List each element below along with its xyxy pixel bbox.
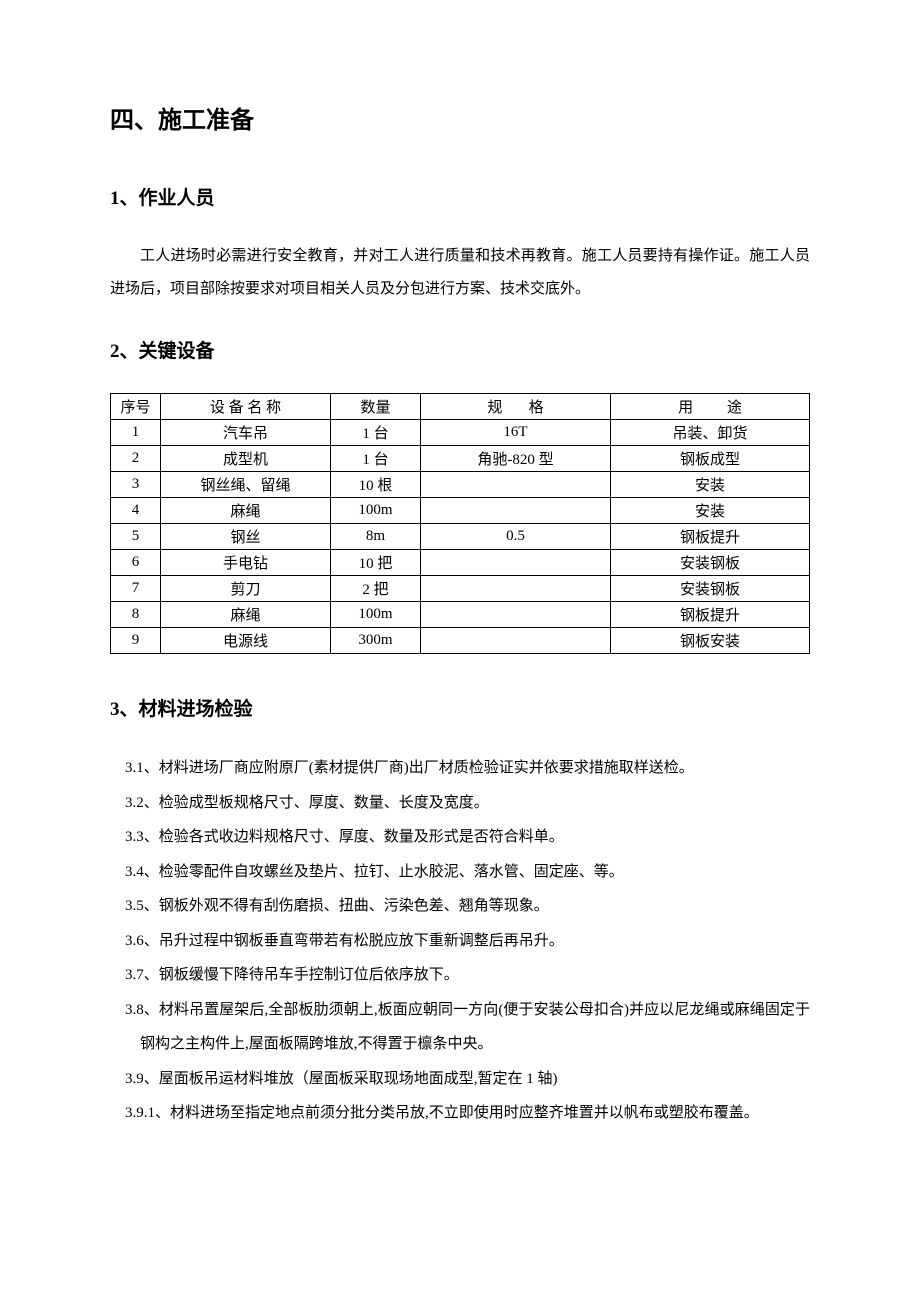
table-cell-seq: 6 (111, 550, 161, 576)
table-cell-seq: 3 (111, 472, 161, 498)
th-use: 用 途 (611, 394, 810, 420)
equipment-table: 序号 设 备 名 称 数量 规 格 用 途 1汽车吊1 台16T吊装、卸货2成型… (110, 393, 810, 654)
table-cell-qty: 8m (331, 524, 421, 550)
table-cell-spec (421, 498, 611, 524)
table-row: 2成型机1 台角驰-820 型钢板成型 (111, 446, 810, 472)
subsection-1-content: 工人进场时必需进行安全教育，并对工人进行质量和技术再教育。施工人员要持有操作证。… (110, 240, 810, 306)
table-cell-spec: 角驰-820 型 (421, 446, 611, 472)
list-item: 3.4、检验零配件自攻螺丝及垫片、拉钉、止水胶泥、落水管、固定座、等。 (125, 855, 810, 890)
table-cell-use: 钢板成型 (611, 446, 810, 472)
table-cell-seq: 7 (111, 576, 161, 602)
table-cell-seq: 9 (111, 628, 161, 654)
list-item: 3.2、检验成型板规格尺寸、厚度、数量、长度及宽度。 (125, 786, 810, 821)
list-item: 3.5、钢板外观不得有刮伤磨损、扭曲、污染色差、翘角等现象。 (125, 889, 810, 924)
th-name: 设 备 名 称 (161, 394, 331, 420)
table-cell-name: 电源线 (161, 628, 331, 654)
table-cell-seq: 8 (111, 602, 161, 628)
subsection-3-title: 3、材料进场检验 (110, 694, 810, 721)
table-cell-seq: 4 (111, 498, 161, 524)
table-cell-seq: 5 (111, 524, 161, 550)
table-cell-spec (421, 472, 611, 498)
list-item: 3.7、钢板缓慢下降待吊车手控制订位后依序放下。 (125, 958, 810, 993)
th-spec: 规 格 (421, 394, 611, 420)
table-cell-spec (421, 576, 611, 602)
table-row: 1汽车吊1 台16T吊装、卸货 (111, 420, 810, 446)
list-item: 3.3、检验各式收边料规格尺寸、厚度、数量及形式是否符合料单。 (125, 820, 810, 855)
list-item: 3.8、材料吊置屋架后,全部板肋须朝上,板面应朝同一方向(便于安装公母扣合)并应… (125, 993, 810, 1062)
table-cell-qty: 2 把 (331, 576, 421, 602)
inspection-list: 3.1、材料进场厂商应附原厂(素材提供厂商)出厂材质检验证实并依要求措施取样送检… (110, 751, 810, 1131)
table-cell-qty: 10 把 (331, 550, 421, 576)
table-cell-use: 钢板提升 (611, 602, 810, 628)
table-cell-seq: 2 (111, 446, 161, 472)
table-row: 5钢丝8m0.5钢板提升 (111, 524, 810, 550)
table-cell-use: 安装钢板 (611, 576, 810, 602)
table-cell-name: 麻绳 (161, 498, 331, 524)
section-title: 四、施工准备 (110, 100, 810, 135)
table-cell-name: 成型机 (161, 446, 331, 472)
table-cell-name: 手电钻 (161, 550, 331, 576)
table-cell-name: 汽车吊 (161, 420, 331, 446)
table-cell-name: 钢丝 (161, 524, 331, 550)
table-cell-seq: 1 (111, 420, 161, 446)
table-row: 3钢丝绳、留绳10 根 安装 (111, 472, 810, 498)
table-cell-use: 钢板提升 (611, 524, 810, 550)
list-item: 3.1、材料进场厂商应附原厂(素材提供厂商)出厂材质检验证实并依要求措施取样送检… (125, 751, 810, 786)
table-row: 7剪刀2 把 安装钢板 (111, 576, 810, 602)
subsection-2-title: 2、关键设备 (110, 336, 810, 363)
table-cell-use: 吊装、卸货 (611, 420, 810, 446)
table-row: 9电源线300m 钢板安装 (111, 628, 810, 654)
table-cell-qty: 1 台 (331, 446, 421, 472)
table-row: 8麻绳100m 钢板提升 (111, 602, 810, 628)
table-cell-name: 麻绳 (161, 602, 331, 628)
subsection-1-title: 1、作业人员 (110, 183, 810, 210)
table-row: 4麻绳100m 安装 (111, 498, 810, 524)
table-cell-spec: 0.5 (421, 524, 611, 550)
list-item: 3.9、屋面板吊运材料堆放（屋面板采取现场地面成型,暂定在 1 轴) (125, 1062, 810, 1097)
table-cell-qty: 10 根 (331, 472, 421, 498)
list-item: 3.9.1、材料进场至指定地点前须分批分类吊放,不立即使用时应整齐堆置并以帆布或… (125, 1096, 810, 1131)
table-cell-spec (421, 602, 611, 628)
list-item: 3.6、吊升过程中钢板垂直弯带若有松脱应放下重新调整后再吊升。 (125, 924, 810, 959)
th-qty: 数量 (331, 394, 421, 420)
table-cell-qty: 100m (331, 602, 421, 628)
table-cell-name: 剪刀 (161, 576, 331, 602)
table-cell-qty: 100m (331, 498, 421, 524)
table-cell-use: 安装 (611, 472, 810, 498)
table-header-row: 序号 设 备 名 称 数量 规 格 用 途 (111, 394, 810, 420)
th-seq: 序号 (111, 394, 161, 420)
table-cell-use: 安装 (611, 498, 810, 524)
table-cell-qty: 1 台 (331, 420, 421, 446)
table-cell-spec (421, 628, 611, 654)
table-cell-use: 钢板安装 (611, 628, 810, 654)
table-cell-spec: 16T (421, 420, 611, 446)
table-cell-spec (421, 550, 611, 576)
table-row: 6手电钻10 把 安装钢板 (111, 550, 810, 576)
table-cell-use: 安装钢板 (611, 550, 810, 576)
table-cell-name: 钢丝绳、留绳 (161, 472, 331, 498)
table-cell-qty: 300m (331, 628, 421, 654)
